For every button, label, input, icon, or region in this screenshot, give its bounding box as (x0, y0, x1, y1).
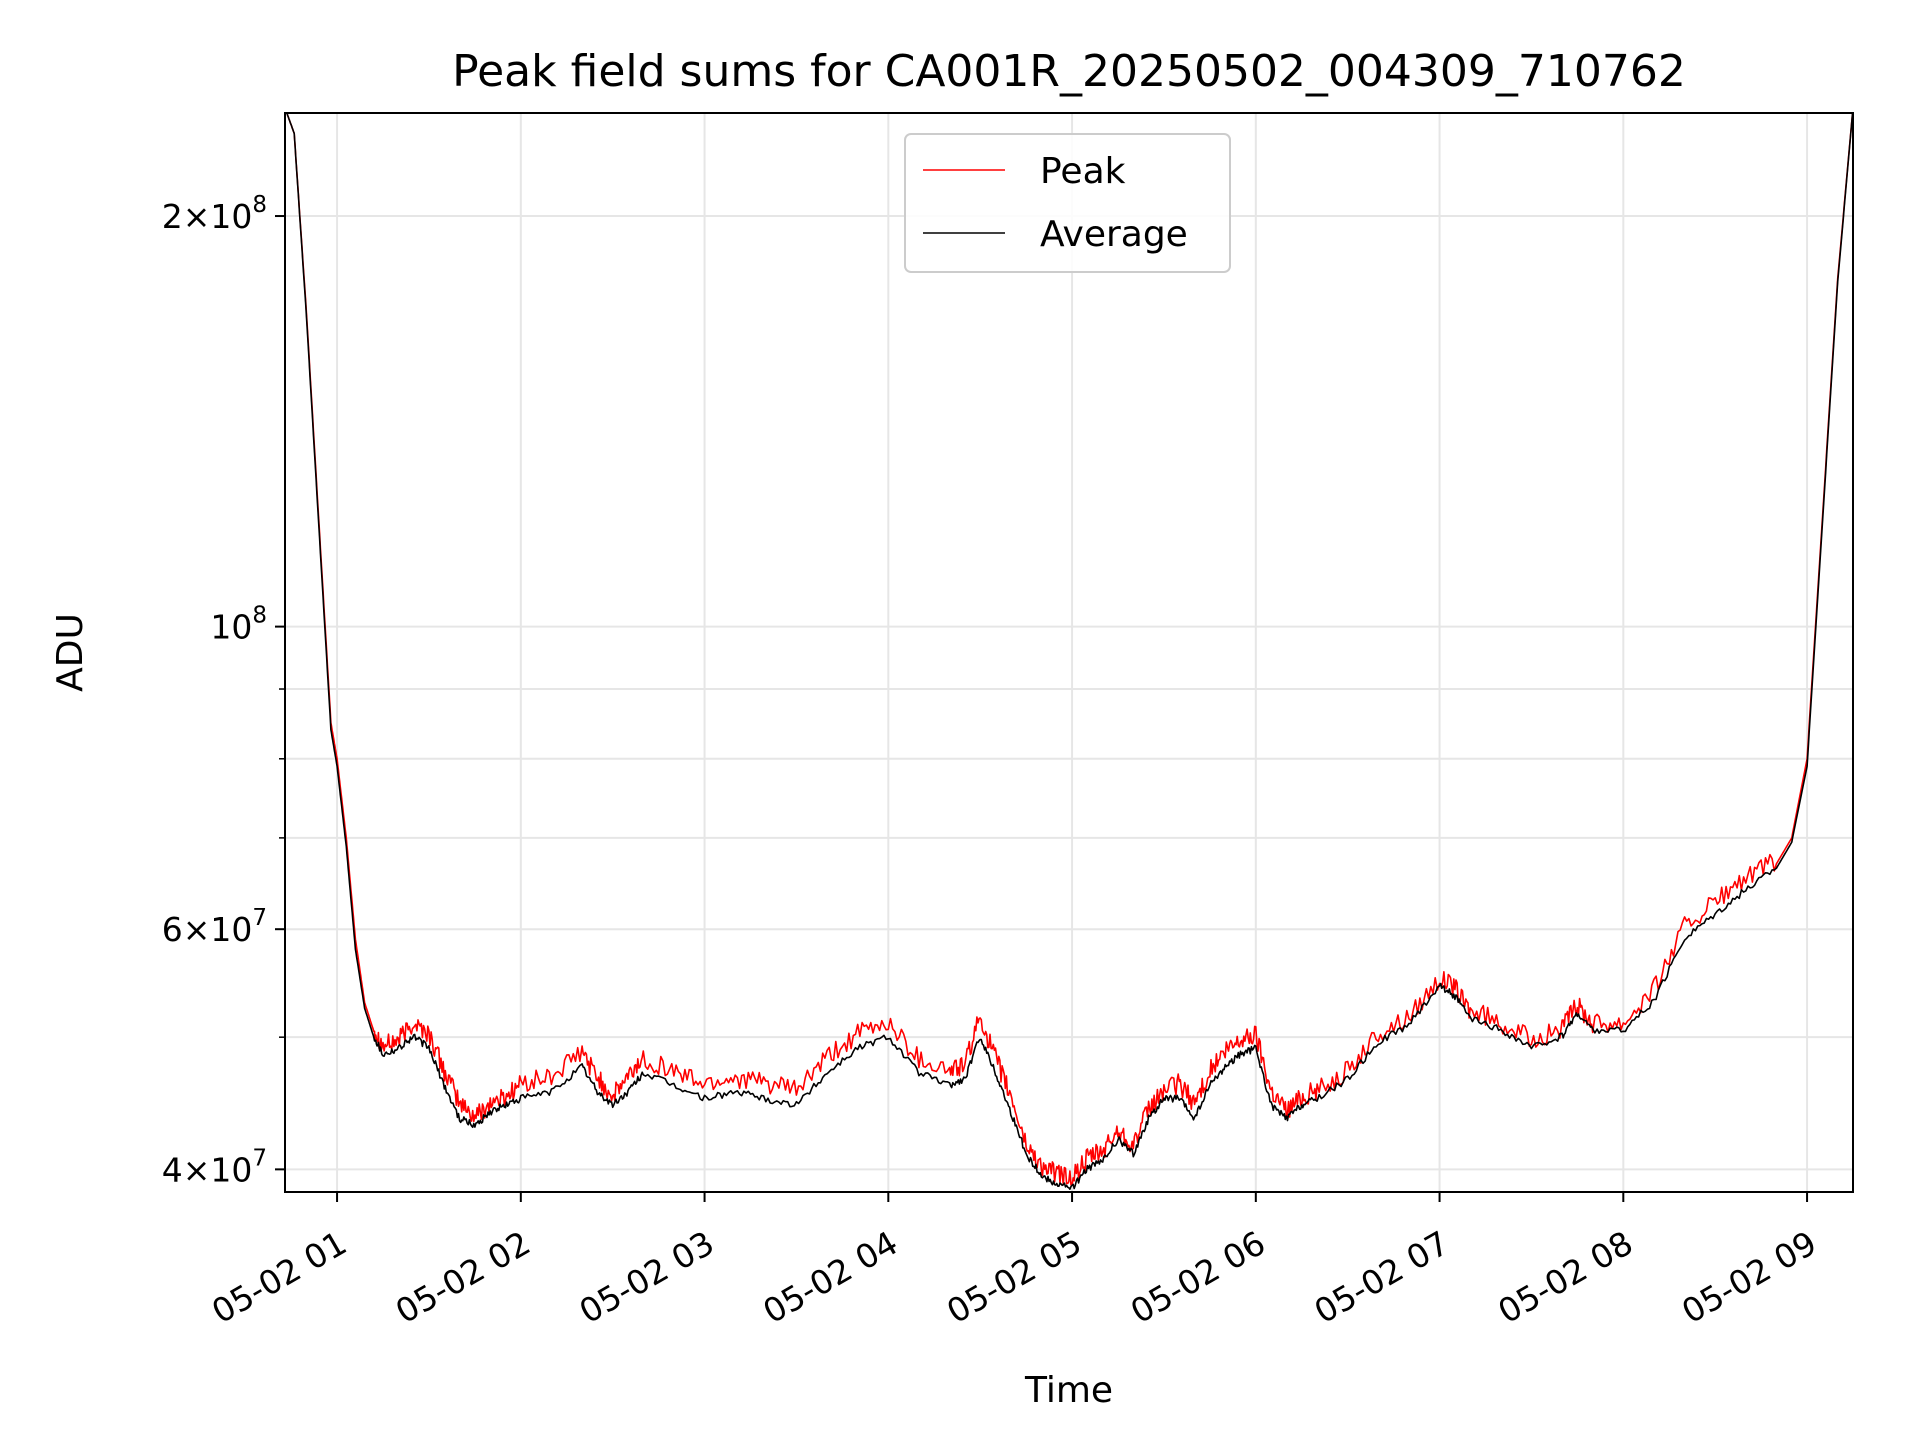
x-tick-label: 05-02 09 (1675, 1223, 1823, 1331)
plot-frame (284, 112, 1854, 1193)
plot-area (285, 113, 1853, 1190)
series-line-average (285, 113, 1853, 1190)
series-line-peak (285, 113, 1853, 1186)
legend: Peak Average (904, 133, 1231, 273)
grid-layer (285, 113, 1853, 1192)
y-tick-label: 4×107 (162, 1145, 267, 1189)
y-tick-label: 2×108 (162, 192, 267, 236)
x-tick-label: 05-02 05 (940, 1223, 1088, 1331)
x-tick-label: 05-02 03 (573, 1223, 721, 1331)
legend-box (904, 133, 1231, 273)
legend-label-average: Average (1040, 214, 1188, 255)
x-tick-label: 05-02 02 (389, 1223, 537, 1331)
x-tick-label: 05-02 04 (756, 1223, 904, 1331)
y-tick-label: 6×107 (162, 905, 267, 949)
y-tick-label: 108 (210, 603, 267, 647)
x-tick-label: 05-02 01 (205, 1223, 353, 1331)
legend-label-peak: Peak (1040, 151, 1126, 192)
x-axis-label: Time (1024, 1370, 1113, 1411)
chart-title: Peak field sums for CA001R_20250502_0043… (452, 46, 1686, 97)
tick-layer: 05-02 01 05-02 02 05-02 03 05-02 04 05-02 05… (162, 192, 1823, 1331)
x-tick-label: 05-02 06 (1124, 1223, 1272, 1331)
x-tick-label: 05-02 08 (1491, 1223, 1639, 1331)
x-tick-label: 05-02 07 (1308, 1223, 1456, 1331)
y-axis-label: ADU (50, 613, 91, 692)
